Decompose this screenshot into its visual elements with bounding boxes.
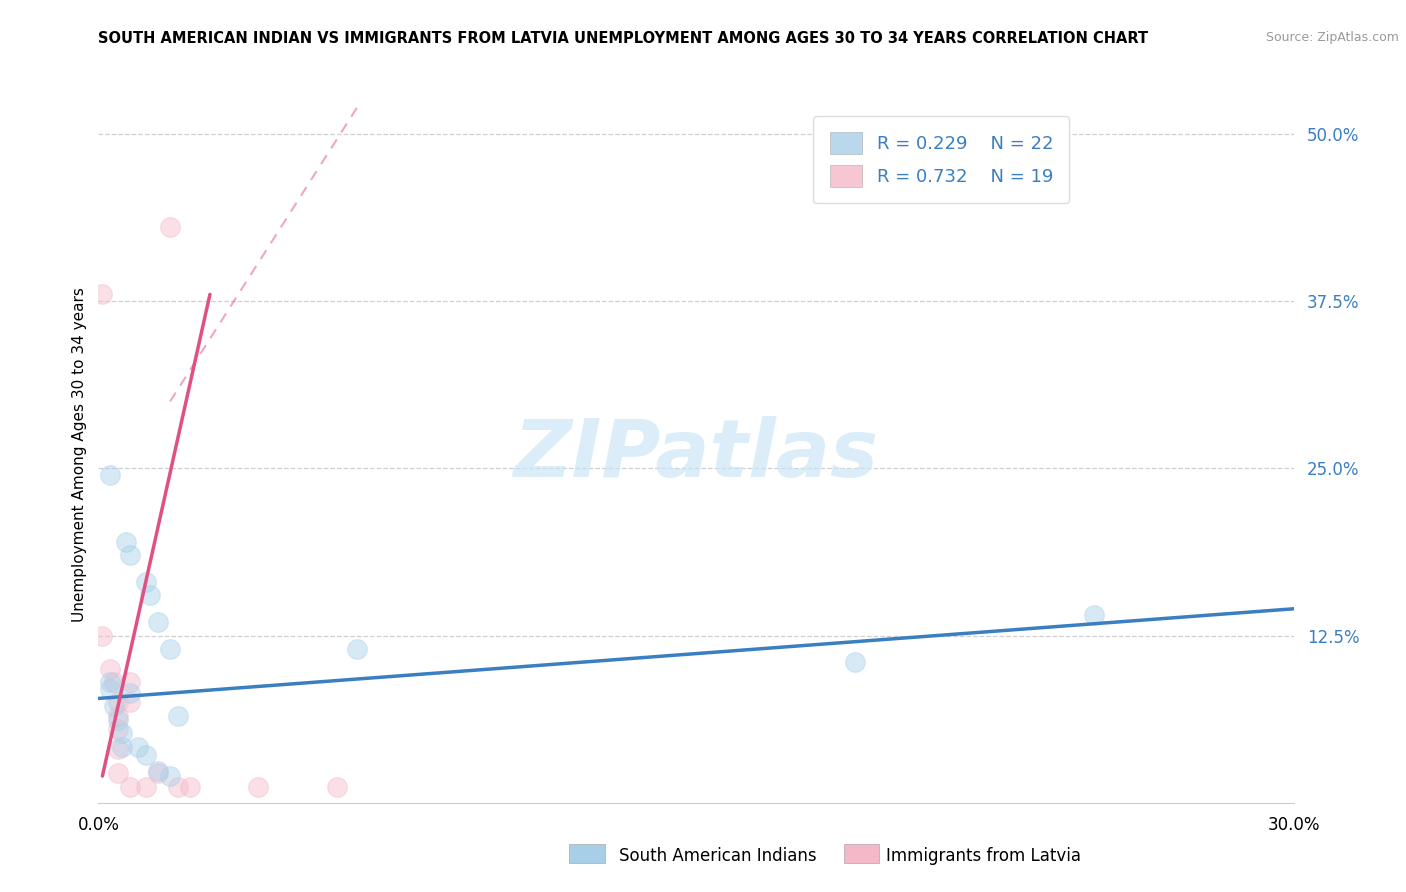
Text: Immigrants from Latvia: Immigrants from Latvia [886,847,1081,865]
Point [159,642,181,657]
Point [115,535,138,549]
Point [120,696,142,710]
Y-axis label: Unemployment Among Ages 30 to 34 years: Unemployment Among Ages 30 to 34 years [72,287,87,623]
Point [159,769,181,783]
Point [179,780,201,794]
Point [135,780,157,794]
Point [107,713,129,727]
Point [91,628,114,642]
Point [91,287,114,301]
Point [98,662,122,676]
Point [111,739,134,754]
Point [111,726,134,740]
Text: Source: ZipAtlas.com: Source: ZipAtlas.com [1265,31,1399,45]
Point [107,696,129,710]
Point [135,747,157,762]
Point [346,642,368,657]
Point [246,780,269,794]
Text: SOUTH AMERICAN INDIAN VS IMMIGRANTS FROM LATVIA UNEMPLOYMENT AMONG AGES 30 TO 34: SOUTH AMERICAN INDIAN VS IMMIGRANTS FROM… [98,31,1149,46]
Point [148,764,170,778]
Point [98,675,122,690]
Point [103,675,125,690]
Point [98,681,122,696]
Point [120,780,142,794]
Point [120,675,142,690]
Point [127,739,149,754]
Legend: R = 0.229    N = 22, R = 0.732    N = 19: R = 0.229 N = 22, R = 0.732 N = 19 [814,116,1070,203]
Point [148,615,170,630]
Point [167,708,190,723]
Point [844,655,866,669]
Text: South American Indians: South American Indians [619,847,817,865]
Point [107,742,129,756]
Text: ZIPatlas: ZIPatlas [513,416,879,494]
Point [159,220,181,235]
Point [326,780,349,794]
Point [107,766,129,780]
Point [98,468,122,483]
Point [107,723,129,737]
Point [139,589,162,603]
Point [167,780,190,794]
Point [120,548,142,563]
Point [107,708,129,723]
Point [1083,608,1105,623]
Point [120,686,142,700]
Point [135,575,157,590]
Point [103,699,125,714]
Point [148,766,170,780]
